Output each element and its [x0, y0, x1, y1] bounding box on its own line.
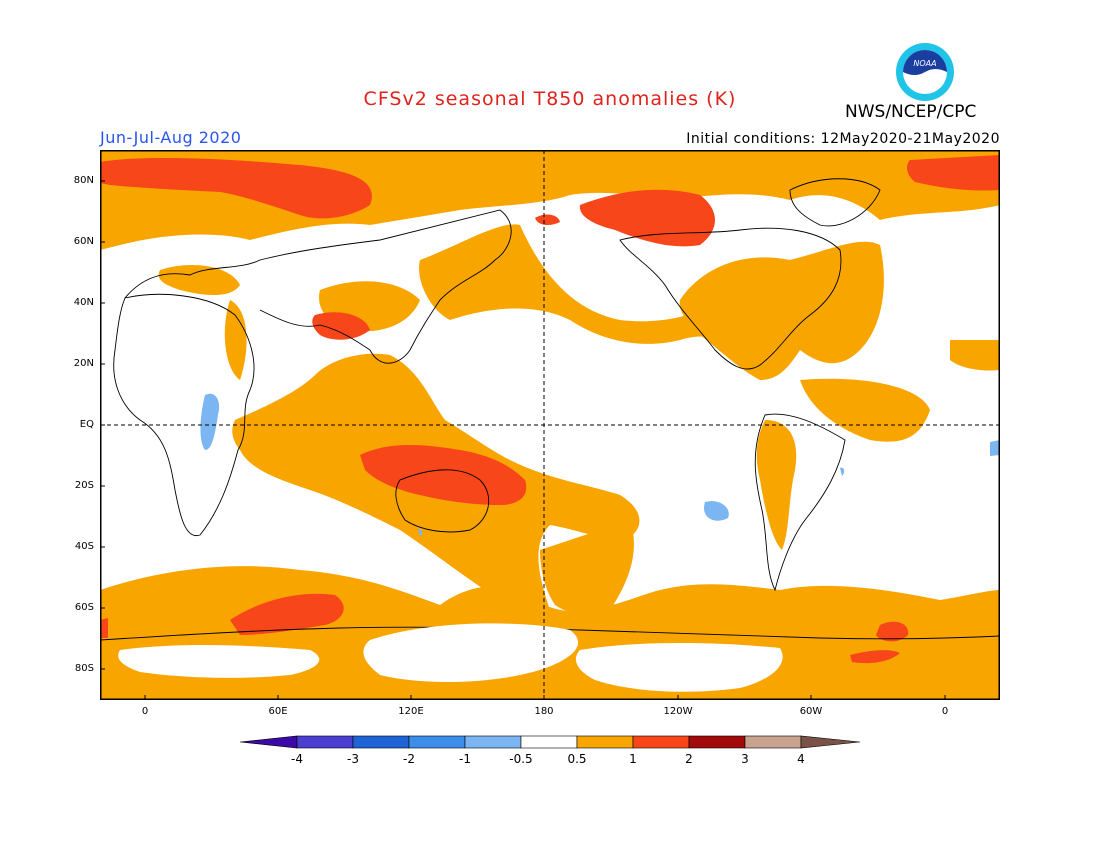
lon-label: 120E	[398, 706, 424, 717]
lon-label: 60E	[268, 706, 288, 717]
axis-ticks	[100, 180, 946, 700]
lat-label: 60N	[73, 236, 94, 247]
anomaly-regions-blue	[200, 393, 1000, 536]
chart-title: CFSv2 seasonal T850 anomalies (K)	[363, 88, 737, 110]
colorbar-tick: 1	[629, 752, 637, 766]
anomaly-map	[100, 150, 1000, 700]
colorbar-arrow-low	[240, 735, 298, 749]
colorbar-tick: -2	[403, 752, 415, 766]
initial-conditions: Initial conditions: 12May2020-21May2020	[686, 131, 1000, 147]
lat-label: 80N	[73, 175, 94, 186]
colorbar-box	[408, 735, 466, 749]
colorbar-box	[520, 735, 578, 749]
colorbar-tick: -4	[291, 752, 303, 766]
lat-label: EQ	[79, 419, 94, 430]
lon-label: 60W	[799, 706, 823, 717]
colorbar-tick: 0.5	[567, 752, 587, 766]
lat-label: 80S	[74, 663, 94, 674]
colorbar-arrow-high	[800, 735, 860, 749]
colorbar-boxes	[240, 735, 860, 749]
colorbar-tick: -3	[347, 752, 359, 766]
anomaly-regions-red	[100, 155, 1000, 664]
colorbar	[240, 735, 860, 749]
lat-label: 20N	[73, 358, 94, 369]
colorbar-box	[576, 735, 634, 749]
colorbar-box	[296, 735, 354, 749]
lon-label: 120W	[663, 706, 693, 717]
forecast-period: Jun-Jul-Aug 2020	[100, 128, 242, 147]
noaa-logo-text: NOAA	[913, 59, 936, 68]
antarctic-neutral-2	[363, 623, 579, 682]
lon-label: 180	[534, 706, 554, 717]
colorbar-box	[632, 735, 690, 749]
lon-label: 0	[941, 706, 949, 717]
colorbar-box	[688, 735, 746, 749]
colorbar-box	[464, 735, 522, 749]
colorbar-tick: 2	[685, 752, 693, 766]
antarctic-neutral-1	[118, 645, 320, 678]
colorbar-box	[352, 735, 410, 749]
coastlines	[100, 178, 1000, 641]
colorbar-tick: 4	[797, 752, 805, 766]
lat-label: 20S	[74, 480, 94, 491]
colorbar-tick: -0.5	[509, 752, 533, 766]
agency-label: NWS/NCEP/CPC	[845, 102, 977, 122]
lat-label: 60S	[74, 602, 94, 613]
noaa-logo: NOAA	[896, 43, 954, 101]
lon-label: 0	[141, 706, 149, 717]
colorbar-tick: -1	[459, 752, 471, 766]
lat-label: 40S	[74, 541, 94, 552]
antarctic-neutral-3	[575, 643, 783, 692]
lat-label: 40N	[73, 297, 94, 308]
colorbar-tick: 3	[741, 752, 749, 766]
colorbar-box	[744, 735, 802, 749]
